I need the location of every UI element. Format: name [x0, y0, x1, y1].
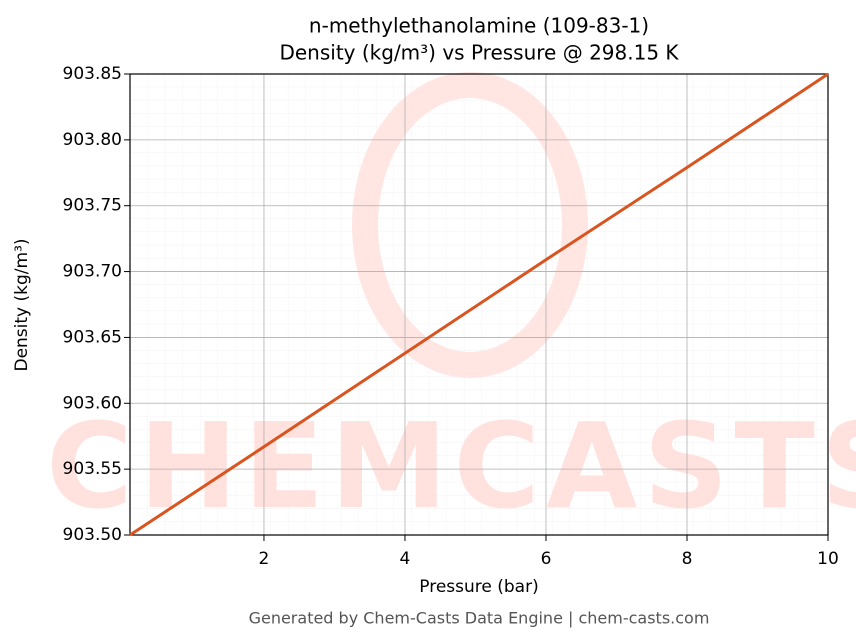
chart-title: n-methylethanolamine (109-83-1)	[309, 14, 649, 38]
watermark: CHEMCASTS	[46, 397, 856, 535]
y-tick-label: 903.55	[63, 459, 122, 479]
y-tick-label: 903.85	[63, 64, 122, 84]
x-tick-label: 2	[259, 549, 270, 569]
footer: Generated by Chem-Casts Data Engine | ch…	[249, 609, 710, 628]
x-tick-label: 10	[817, 549, 839, 569]
x-axis-label: Pressure (bar)	[419, 577, 538, 597]
y-tick-label: 903.75	[63, 196, 122, 216]
plot-frame	[129, 73, 829, 536]
y-tick-label: 903.60	[63, 393, 122, 413]
y-axis-label: Density (kg/m³)	[12, 238, 32, 371]
data-line	[129, 72, 829, 537]
y-tick-label: 903.70	[63, 262, 122, 282]
watermark-logo	[352, 72, 588, 378]
x-tick-label: 4	[400, 549, 411, 569]
x-tick-label: 8	[682, 549, 693, 569]
y-tick-label: 903.50	[63, 525, 122, 545]
x-tick-label: 6	[541, 549, 552, 569]
y-tick-label: 903.80	[63, 130, 122, 150]
y-tick-label: 903.65	[63, 327, 122, 347]
chart-subtitle: Density (kg/m³) vs Pressure @ 298.15 K	[279, 41, 679, 65]
